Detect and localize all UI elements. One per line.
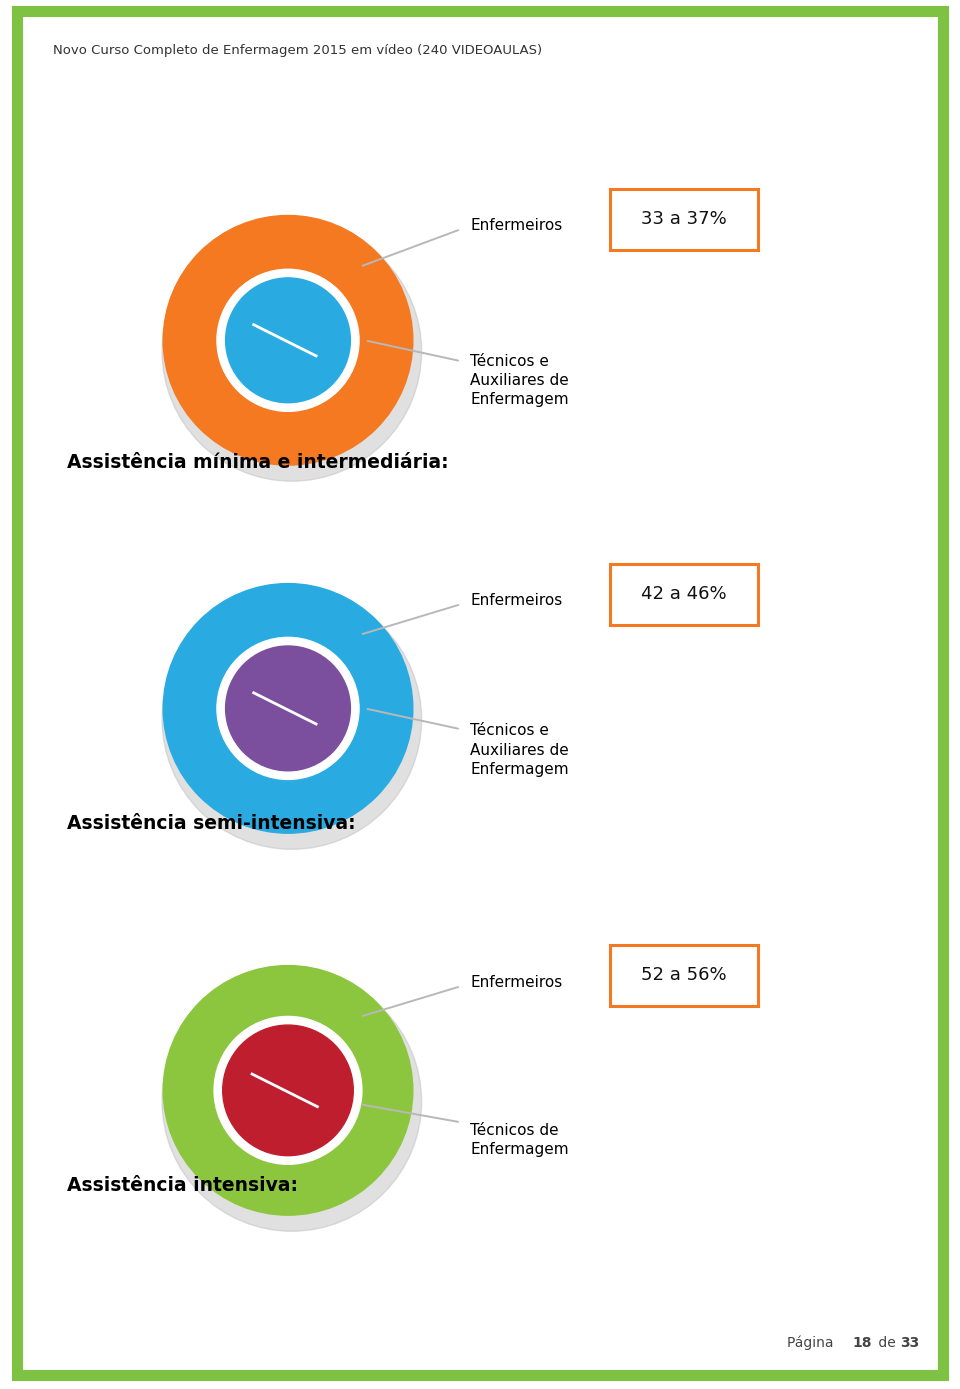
Text: 18: 18 xyxy=(852,1336,872,1350)
Ellipse shape xyxy=(217,269,359,411)
Text: 52 a 56%: 52 a 56% xyxy=(641,967,727,983)
Text: Assistência semi-intensiva:: Assistência semi-intensiva: xyxy=(67,814,356,833)
Ellipse shape xyxy=(163,965,413,1215)
Text: 42 a 46%: 42 a 46% xyxy=(641,586,727,603)
FancyBboxPatch shape xyxy=(610,189,758,250)
Ellipse shape xyxy=(226,646,350,771)
Text: Enfermeiros: Enfermeiros xyxy=(470,218,563,232)
Text: 33: 33 xyxy=(900,1336,920,1350)
Text: Assistência intensiva:: Assistência intensiva: xyxy=(67,1175,299,1195)
Text: Técnicos e
Auxiliares de
Enfermagem: Técnicos e Auxiliares de Enfermagem xyxy=(470,724,569,776)
Text: Técnicos de
Enfermagem: Técnicos de Enfermagem xyxy=(470,1124,569,1157)
FancyBboxPatch shape xyxy=(610,564,758,625)
Text: 33 a 37%: 33 a 37% xyxy=(641,211,727,228)
Text: de: de xyxy=(874,1336,900,1350)
Ellipse shape xyxy=(163,583,413,833)
Ellipse shape xyxy=(162,222,421,481)
Text: Assistência mínima e intermediária:: Assistência mínima e intermediária: xyxy=(67,453,449,472)
Ellipse shape xyxy=(163,215,413,465)
Text: Enfermeiros: Enfermeiros xyxy=(470,975,563,989)
Text: Técnicos e
Auxiliares de
Enfermagem: Técnicos e Auxiliares de Enfermagem xyxy=(470,354,569,407)
Ellipse shape xyxy=(217,638,359,779)
Ellipse shape xyxy=(226,278,350,403)
Text: Página: Página xyxy=(787,1336,838,1350)
Text: Enfermeiros: Enfermeiros xyxy=(470,593,563,607)
Text: Novo Curso Completo de Enfermagem 2015 em vídeo (240 VIDEOAULAS): Novo Curso Completo de Enfermagem 2015 e… xyxy=(53,44,542,57)
Ellipse shape xyxy=(162,972,421,1231)
Ellipse shape xyxy=(223,1025,353,1156)
Ellipse shape xyxy=(162,590,421,849)
FancyBboxPatch shape xyxy=(610,945,758,1006)
Ellipse shape xyxy=(214,1017,362,1164)
